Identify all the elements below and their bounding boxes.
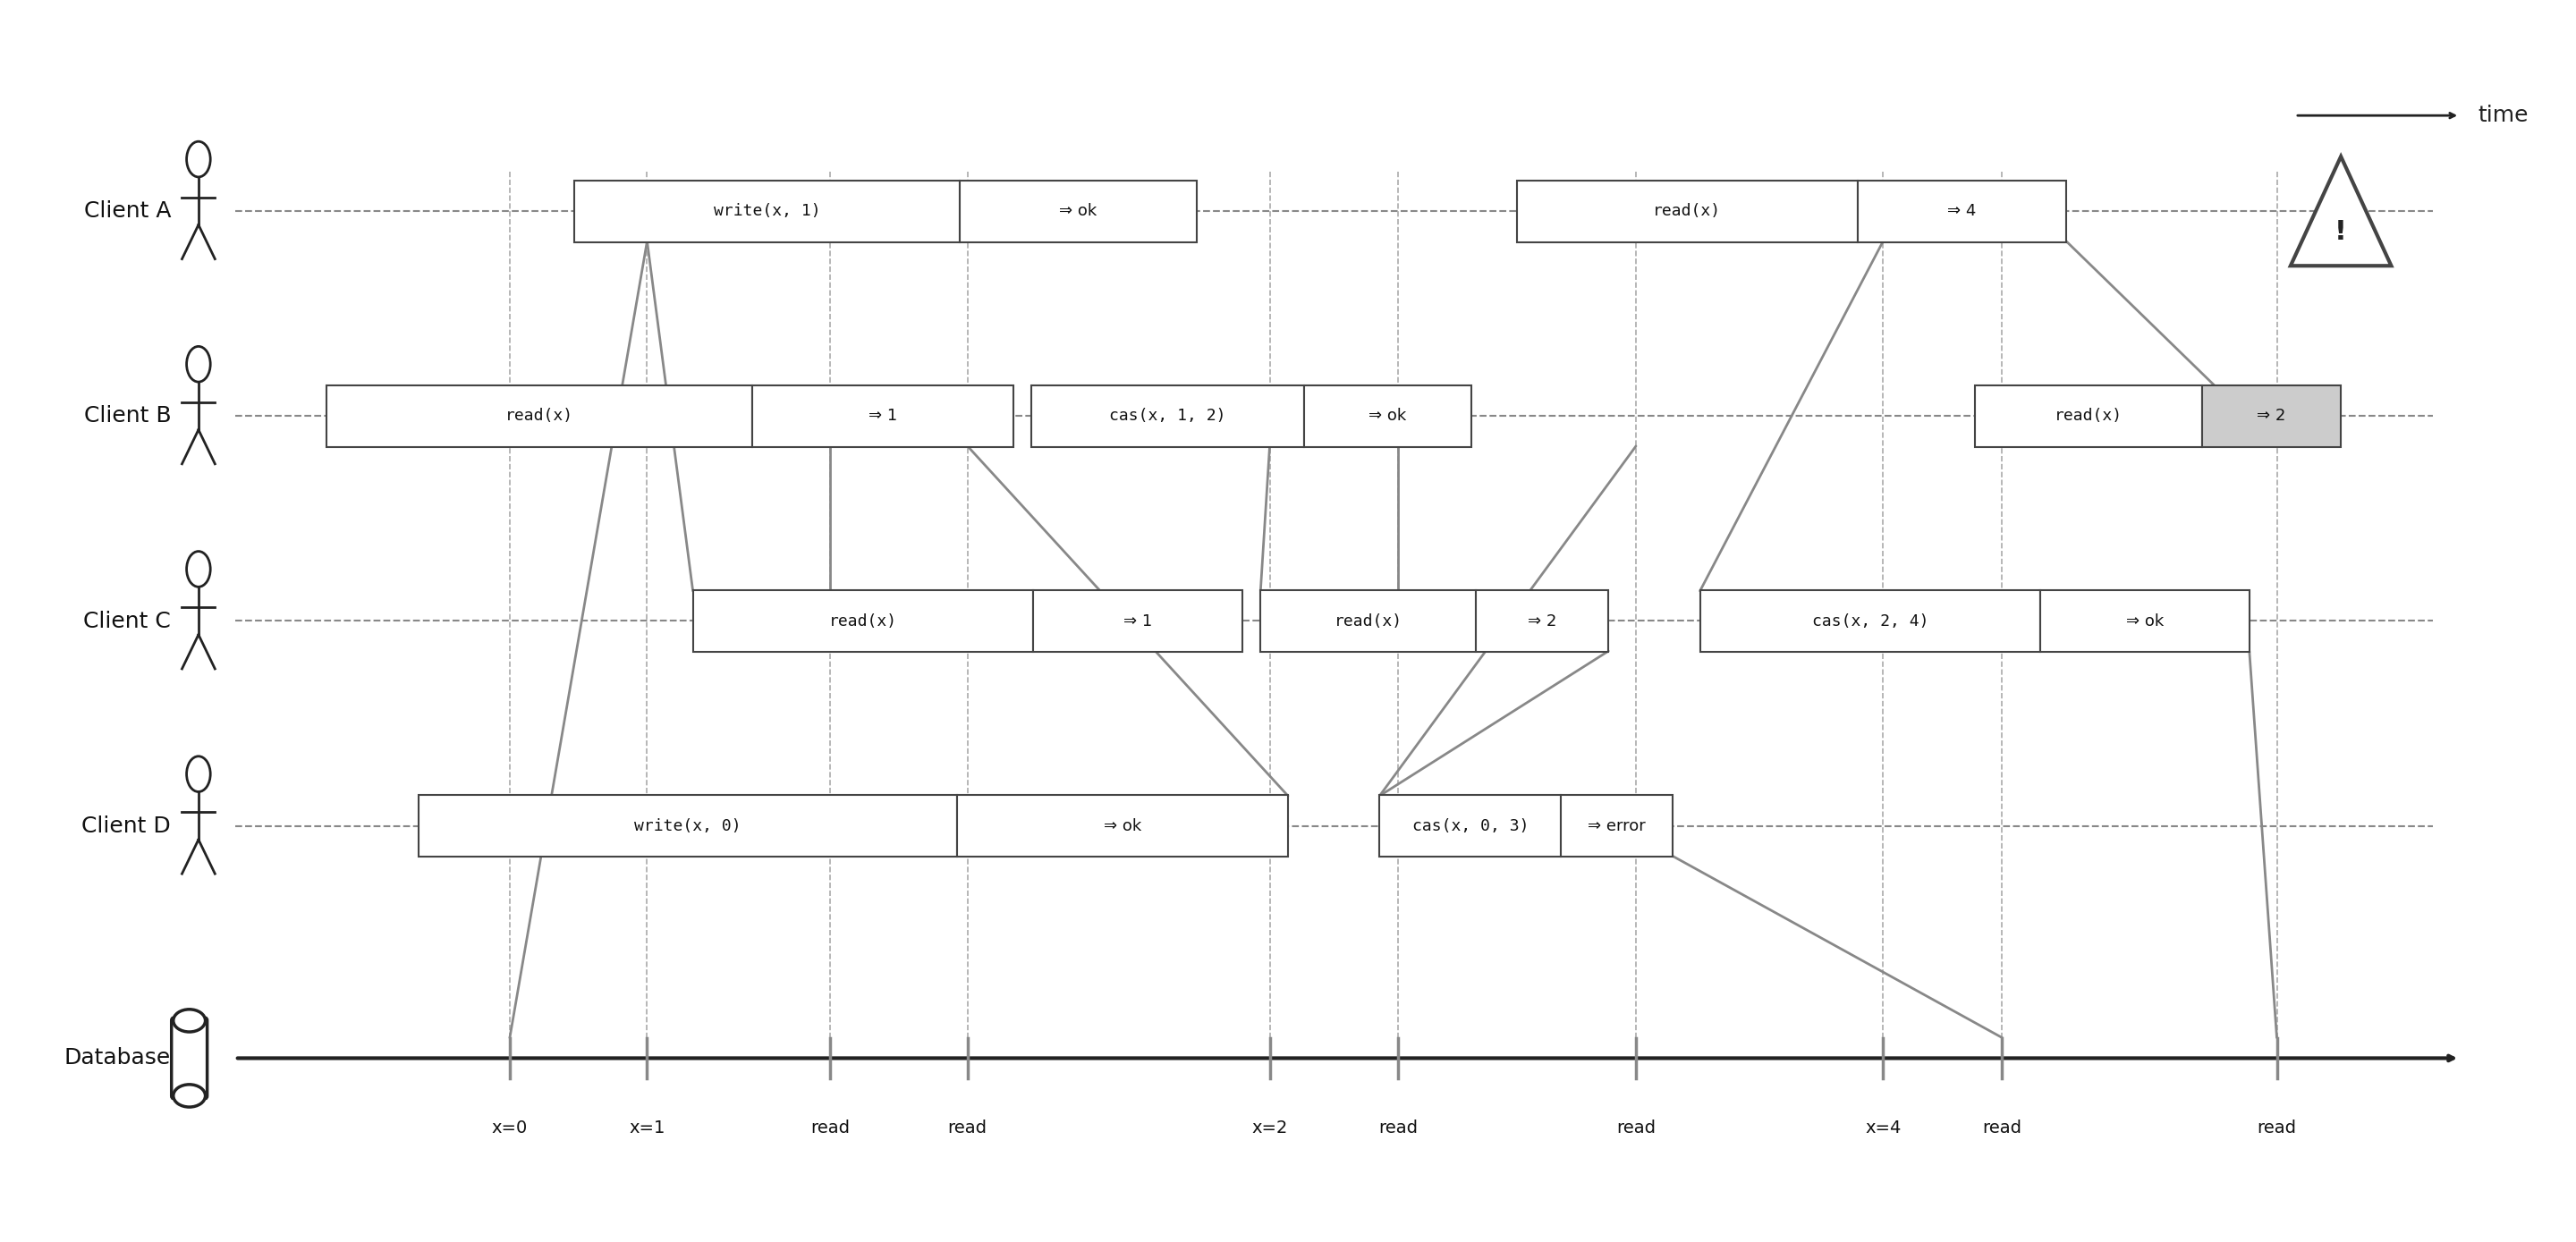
FancyBboxPatch shape [417,795,958,857]
Text: read(x): read(x) [1654,204,1721,219]
FancyBboxPatch shape [173,1018,206,1098]
FancyBboxPatch shape [574,180,961,242]
FancyBboxPatch shape [752,385,1012,447]
FancyBboxPatch shape [693,590,1033,652]
Text: cas(x, 2, 4): cas(x, 2, 4) [1811,614,1929,628]
Text: Client D: Client D [82,815,170,837]
Text: x=1: x=1 [629,1120,665,1136]
FancyBboxPatch shape [961,180,1195,242]
Text: Client A: Client A [85,200,170,222]
FancyBboxPatch shape [1303,385,1471,447]
FancyBboxPatch shape [1033,590,1242,652]
FancyBboxPatch shape [1976,385,2202,447]
Text: x=2: x=2 [1252,1120,1288,1136]
Text: cas(x, 0, 3): cas(x, 0, 3) [1412,818,1528,833]
Text: !: ! [2334,219,2347,245]
Text: ⇒ ok: ⇒ ok [1059,204,1097,219]
FancyBboxPatch shape [1030,385,1303,447]
FancyBboxPatch shape [1517,180,1857,242]
Text: read: read [811,1120,850,1136]
Text: ⇒ 4: ⇒ 4 [1947,204,1976,219]
Text: ⇒ 2: ⇒ 2 [1528,614,1556,628]
Text: Database: Database [64,1047,170,1069]
Text: read: read [1615,1120,1656,1136]
Text: read(x): read(x) [2053,409,2123,424]
Ellipse shape [173,1084,206,1107]
Text: read(x): read(x) [829,614,896,628]
Text: x=4: x=4 [1865,1120,1901,1136]
Text: ⇒ 2: ⇒ 2 [2257,409,2285,424]
FancyBboxPatch shape [327,385,752,447]
Ellipse shape [173,1010,206,1032]
Polygon shape [2290,156,2391,266]
Text: ⇒ 1: ⇒ 1 [1123,614,1151,628]
Text: read(x): read(x) [505,409,574,424]
Text: write(x, 0): write(x, 0) [634,818,742,833]
Text: x=0: x=0 [492,1120,528,1136]
Text: read: read [948,1120,987,1136]
Text: write(x, 1): write(x, 1) [714,204,819,219]
FancyBboxPatch shape [958,795,1288,857]
Text: ⇒ error: ⇒ error [1587,818,1646,833]
Text: Client C: Client C [82,610,170,632]
Text: ⇒ 1: ⇒ 1 [868,409,896,424]
Text: ⇒ ok: ⇒ ok [1105,818,1141,833]
Text: Client B: Client B [82,405,170,427]
Text: read: read [1378,1120,1417,1136]
Text: ⇒ ok: ⇒ ok [1368,409,1406,424]
FancyBboxPatch shape [2040,590,2249,652]
FancyBboxPatch shape [1476,590,1607,652]
FancyBboxPatch shape [1260,590,1476,652]
Text: read(x): read(x) [1334,614,1401,628]
Text: cas(x, 1, 2): cas(x, 1, 2) [1110,409,1226,424]
FancyBboxPatch shape [1561,795,1672,857]
FancyBboxPatch shape [1857,180,2066,242]
Text: ⇒ ok: ⇒ ok [2125,614,2164,628]
Text: read: read [2257,1120,2295,1136]
FancyBboxPatch shape [1700,590,2040,652]
FancyBboxPatch shape [2202,385,2342,447]
FancyBboxPatch shape [1381,795,1561,857]
Text: read: read [1984,1120,2022,1136]
Text: time: time [2478,104,2530,127]
